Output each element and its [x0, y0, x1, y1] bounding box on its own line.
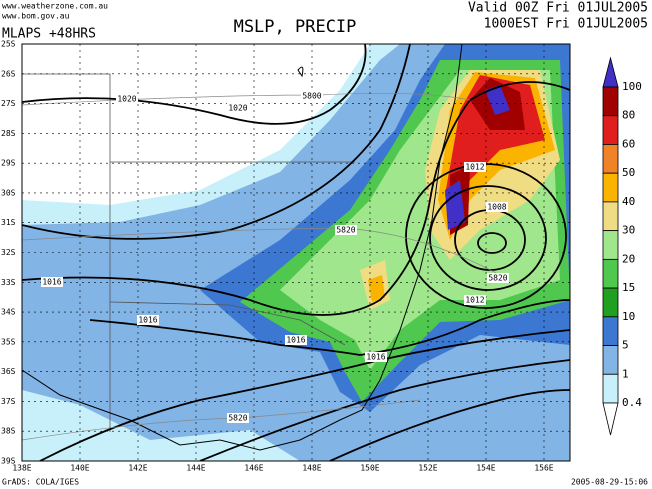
- contour-label-bg: [41, 277, 63, 287]
- contour-label: 1020: [117, 95, 136, 104]
- colorbar-label: 1: [622, 367, 629, 380]
- lon-label: 144E: [186, 464, 205, 473]
- contour-label: 1016: [42, 278, 61, 287]
- lat-label: 36S: [1, 367, 16, 376]
- contour-label: 5820: [488, 274, 507, 283]
- contour-label-bg: [464, 295, 486, 305]
- colorbar-box: [602, 258, 619, 289]
- site-label: www.weatherzone.com.au: [2, 2, 108, 11]
- colorbar-label: 60: [622, 137, 635, 150]
- contour-labels: 1020 5800 1020 1012 1008 5820 1016 1016 1016 1012…: [41, 91, 509, 423]
- contour-label-bg: [227, 413, 249, 423]
- lon-label: 154E: [476, 464, 495, 473]
- footer-timestamp: 2005-08-29-15:06: [571, 478, 648, 487]
- contour-label: 1012: [465, 296, 484, 305]
- colorbar-label: 50: [622, 166, 635, 179]
- colorbar-label: 15: [622, 281, 635, 294]
- contour-label: 5800: [302, 92, 321, 101]
- contour-label: 5820: [228, 414, 247, 423]
- colorbar-box: [602, 230, 619, 260]
- lat-label: 34S: [1, 308, 16, 317]
- lat-label: 38S: [1, 427, 16, 436]
- map-frame: [21, 43, 571, 462]
- precip-100: [445, 85, 510, 230]
- lon-label: 148E: [302, 464, 321, 473]
- lat-label: 25S: [1, 40, 16, 49]
- valid-time: Valid 00Z Fri 01JUL2005: [468, 1, 648, 16]
- lat-label: 37S: [1, 397, 16, 406]
- contour-label: 5820: [336, 226, 355, 235]
- lon-label: 156E: [534, 464, 553, 473]
- colorbar-box: [602, 373, 619, 404]
- contour-label-bg: [285, 335, 307, 345]
- contour-label: 1012: [465, 163, 484, 172]
- colorbar-label: 80: [622, 109, 635, 122]
- colorbar-box: [602, 287, 619, 318]
- lon-label: 152E: [418, 464, 437, 473]
- lat-label: 32S: [1, 248, 16, 257]
- map-area: 1020 5800 1020 1012 1008 5820 1016 1016 1016 1012…: [22, 44, 570, 461]
- contour-label-bg: [335, 225, 357, 235]
- lat-label: 31S: [1, 218, 16, 227]
- site-label: www.bom.gov.au: [2, 12, 70, 21]
- contour-label-bg: [137, 315, 159, 325]
- colorbar-label: 5: [622, 339, 629, 352]
- contour-label: 1016: [138, 316, 157, 325]
- colorbar-box: [602, 345, 619, 375]
- colorbar-label: 0.4: [622, 396, 642, 409]
- colorbar-triangle: [602, 56, 619, 88]
- lon-label: 138E: [12, 464, 31, 473]
- lat-label: 27S: [1, 99, 16, 108]
- map-title: MSLP, PRECIP: [234, 17, 357, 37]
- lon-label: 146E: [244, 464, 263, 473]
- lat-label: 26S: [1, 69, 16, 78]
- colorbar-box: [602, 201, 619, 232]
- map-axes: 25S 26S 27S 28S 29S 30S 31S 32S 33S 34S 35S 36S 37S 3…: [1, 40, 554, 473]
- contour-label: 1016: [286, 336, 305, 345]
- contour-label-bg: [365, 352, 387, 362]
- colorbar-label: 100: [622, 80, 642, 93]
- colorbar-label: 10: [622, 310, 635, 323]
- contour-label-bg: [301, 91, 323, 101]
- lat-label: 28S: [1, 129, 16, 138]
- contour-label-bg: [227, 103, 249, 113]
- lat-label: 33S: [1, 278, 16, 287]
- contour-label-bg: [486, 202, 508, 212]
- colorbar-triangle: [602, 402, 619, 436]
- precip-80: [450, 78, 525, 235]
- lon-label: 140E: [70, 464, 89, 473]
- contour-label: 1020: [228, 104, 247, 113]
- lat-label: 29S: [1, 159, 16, 168]
- colorbar-box: [602, 144, 619, 174]
- colorbar-box: [602, 86, 619, 117]
- model-label: MLAPS +48HRS: [2, 27, 96, 42]
- lon-label: 150E: [360, 464, 379, 473]
- contour-label-bg: [487, 273, 509, 283]
- lat-label: 35S: [1, 337, 16, 346]
- contour-label: 1008: [487, 203, 506, 212]
- colorbar: 100 80 60 50 40 30 20 15 10 5 1 0.4: [602, 56, 642, 436]
- colorbar-label: 20: [622, 252, 635, 265]
- colorbar-label: 30: [622, 224, 635, 237]
- lon-label: 142E: [128, 464, 147, 473]
- footer-credit: GrADS: COLA/IGES: [2, 478, 79, 487]
- lat-label: 30S: [1, 188, 16, 197]
- local-time: 1000EST Fri 01JUL2005: [484, 17, 648, 32]
- colorbar-label: 40: [622, 195, 635, 208]
- contour-label: 1016: [366, 353, 385, 362]
- state-borders: [22, 73, 355, 432]
- colorbar-box: [602, 115, 619, 145]
- colorbar-box: [602, 172, 619, 203]
- coastline: [22, 44, 463, 451]
- contour-label-bg: [116, 94, 138, 104]
- contour-label-bg: [464, 162, 486, 172]
- lat-lon-grid: [22, 44, 570, 461]
- colorbar-box: [602, 316, 619, 346]
- lat-label: 39S: [1, 457, 16, 466]
